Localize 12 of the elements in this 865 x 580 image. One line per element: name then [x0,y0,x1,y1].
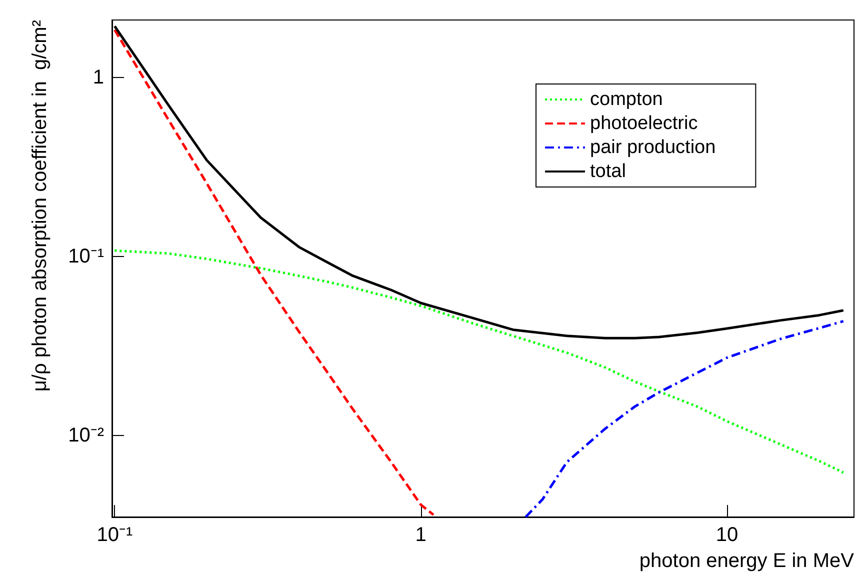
y-tick-label: 10⁻² [68,424,104,446]
x-axis-title: photon energy E in MeV [639,550,855,572]
legend-label: pair production [590,137,716,158]
legend-label: photoelectric [590,113,698,134]
x-tick-label: 10⁻¹ [96,524,133,546]
x-tick-label: 1 [415,524,426,546]
legend-label: compton [590,89,663,110]
x-tick-label: 10 [716,524,738,546]
y-tick-label: 1 [92,66,104,89]
y-tick-label: 10⁻¹ [68,246,104,268]
legend-label: total [590,161,626,182]
y-axis-title: μ/ρ photon absorption coefficient in g/cm² [29,20,51,392]
